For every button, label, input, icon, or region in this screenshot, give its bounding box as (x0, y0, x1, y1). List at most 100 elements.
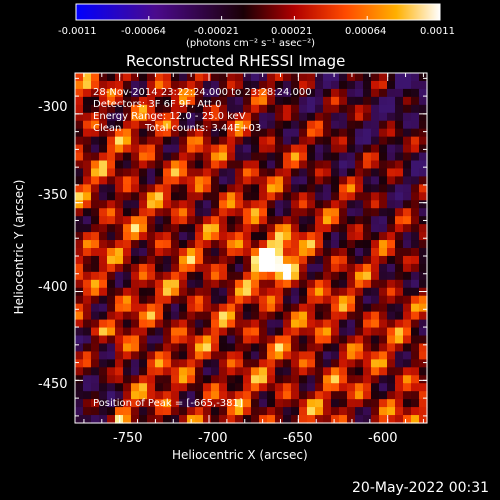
heatmap-cell (227, 232, 236, 241)
heatmap-cell (299, 351, 308, 360)
heatmap-cell (283, 240, 292, 249)
heatmap-cell (195, 399, 204, 408)
heatmap-cell (123, 240, 132, 249)
heatmap-cell (99, 208, 108, 217)
heatmap-cell (283, 208, 292, 217)
heatmap-cell (267, 383, 276, 392)
heatmap-cell (179, 136, 188, 146)
heatmap-cell (107, 311, 116, 321)
heatmap-cell (419, 128, 428, 138)
heatmap-cell (243, 224, 252, 233)
heatmap-cell (187, 399, 196, 408)
heatmap-cell (107, 152, 116, 162)
heatmap-cell (307, 295, 316, 305)
heatmap-cell (387, 232, 396, 241)
heatmap-cell (331, 407, 340, 416)
heatmap-cell (363, 279, 372, 289)
heatmap-cell (187, 184, 196, 193)
heatmap-cell (139, 232, 148, 241)
heatmap-cell (411, 200, 420, 209)
heatmap-cell (411, 112, 420, 122)
heatmap-cell (307, 415, 316, 424)
heatmap-cell (339, 335, 348, 345)
heatmap-cell (379, 407, 388, 416)
heatmap-cell (251, 144, 260, 154)
heatmap-cell (371, 367, 380, 376)
heatmap-cell (211, 216, 220, 225)
heatmap-cell (387, 200, 396, 209)
heatmap-cell (243, 104, 252, 114)
heatmap-cell (307, 128, 316, 138)
heatmap-cell (163, 287, 172, 297)
heatmap-cell (219, 232, 228, 241)
heatmap-cell (315, 279, 324, 289)
heatmap-cell (395, 144, 404, 154)
heatmap-cell (283, 144, 292, 154)
heatmap-cell (315, 399, 324, 408)
heatmap-cell (379, 295, 388, 305)
heatmap-cell (251, 255, 260, 265)
heatmap-cell (267, 112, 276, 122)
heatmap-cell (259, 367, 268, 376)
heatmap-cell (331, 311, 340, 321)
heatmap-cell (195, 391, 204, 400)
heatmap-cell (339, 383, 348, 392)
heatmap-cell (155, 271, 164, 281)
heatmap-cell (363, 216, 372, 225)
heatmap-cell (251, 88, 260, 98)
heatmap-cell (155, 160, 164, 170)
colorbar-units-label: (photons cm⁻² s⁻¹ asec⁻²) (186, 38, 316, 49)
heatmap-cell (299, 399, 308, 408)
heatmap-cell (91, 391, 100, 400)
heatmap-cell (163, 407, 172, 416)
heatmap-cell (411, 248, 420, 257)
heatmap-cell (251, 343, 260, 352)
heatmap-cell (411, 160, 420, 170)
heatmap-cell (251, 208, 260, 217)
heatmap-cell (99, 383, 108, 392)
heatmap-cell (115, 248, 124, 257)
heatmap-cell (187, 88, 196, 98)
heatmap-cell (403, 128, 412, 138)
heatmap-cell (355, 303, 364, 313)
heatmap-cell (371, 399, 380, 408)
heatmap-cell (299, 295, 308, 305)
heatmap-cell (163, 263, 172, 273)
heatmap-cell (411, 88, 420, 98)
heatmap-cell (347, 271, 356, 281)
heatmap-cell (403, 351, 412, 360)
heatmap-cell (251, 216, 260, 225)
heatmap-cell (347, 176, 356, 185)
heatmap-cell (419, 88, 428, 98)
heatmap-cell (163, 112, 172, 122)
heatmap-cell (163, 80, 172, 90)
heatmap-cell (139, 375, 148, 384)
heatmap-cell (411, 216, 420, 225)
heatmap-cell (107, 327, 116, 337)
heatmap-cell (363, 152, 372, 162)
heatmap-cell (419, 80, 428, 90)
heatmap-cell (403, 184, 412, 193)
heatmap-cell (387, 303, 396, 313)
heatmap-cell (187, 391, 196, 400)
heatmap-cell (259, 319, 268, 329)
heatmap-cell (107, 96, 116, 106)
heatmap-cell (267, 351, 276, 360)
heatmap-cell (163, 248, 172, 257)
heatmap-cell (395, 88, 404, 98)
heatmap-cell (299, 152, 308, 162)
heatmap-cell (179, 343, 188, 352)
heatmap-cell (179, 96, 188, 106)
heatmap-cell (211, 303, 220, 313)
heatmap-cell (395, 128, 404, 138)
heatmap-cell (123, 104, 132, 114)
heatmap-cell (411, 287, 420, 297)
heatmap-cell (123, 200, 132, 209)
heatmap-cell (283, 319, 292, 329)
heatmap-cell (283, 287, 292, 297)
heatmap-cell (235, 192, 244, 201)
heatmap-cell (355, 184, 364, 193)
heatmap-cell (179, 255, 188, 265)
heatmap-cell (411, 184, 420, 193)
heatmap-cell (91, 407, 100, 416)
